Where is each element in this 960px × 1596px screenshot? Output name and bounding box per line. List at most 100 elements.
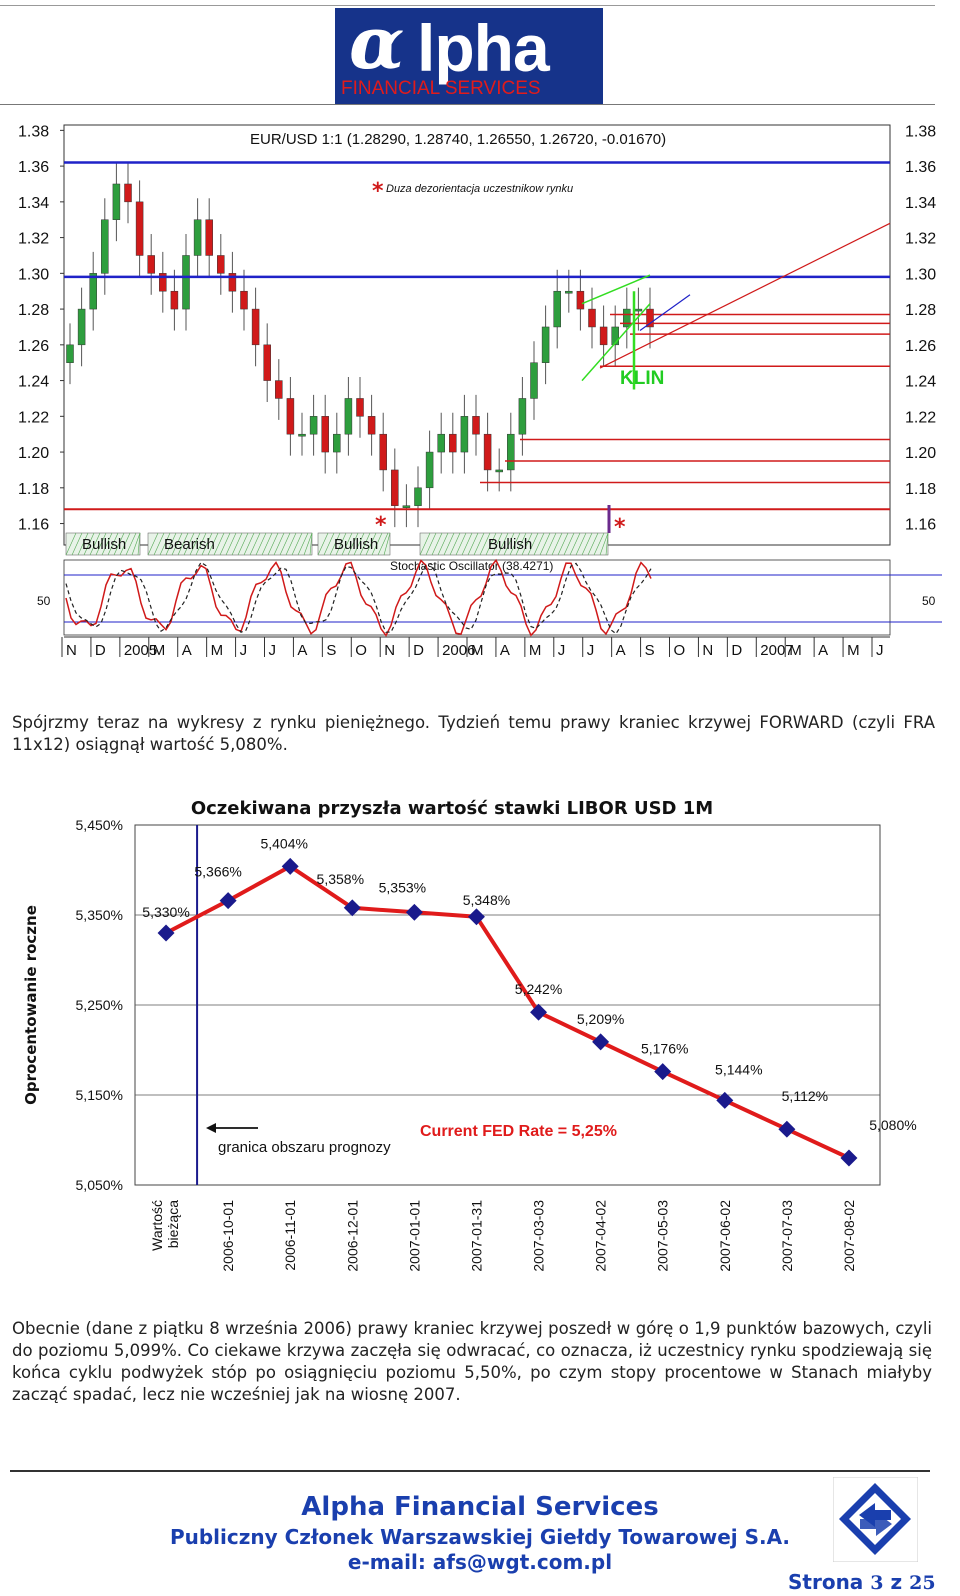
sentiment-hatch: [261, 532, 273, 556]
libor-x-label: 2007-01-01: [406, 1200, 422, 1272]
sentiment-hatch: [599, 532, 609, 556]
libor-x-label: 2007-07-03: [779, 1200, 795, 1272]
month-tick-label: M: [529, 642, 542, 659]
sentiment-hatch: [125, 532, 137, 556]
candle-body: [286, 398, 295, 435]
libor-data-label: 5,209%: [577, 1011, 624, 1027]
sentiment-hatch: [575, 532, 587, 556]
month-tick-label: A: [616, 642, 626, 659]
price-tick-right: 1.22: [905, 409, 936, 426]
sentiment-hatch: [137, 532, 141, 556]
sentiment-hatch: [527, 532, 539, 556]
page-current: 3: [870, 1572, 884, 1594]
candle-body: [588, 308, 596, 328]
month-tick-label: O: [355, 642, 367, 659]
candle-body: [182, 255, 190, 310]
page-sep: z: [890, 1570, 903, 1594]
candle-body: [483, 433, 492, 471]
candle-body: [414, 487, 422, 506]
libor-chart-svg: Oczekiwana przyszła wartość stawki LIBOR…: [22, 798, 917, 1272]
sentiment-hatch: [131, 532, 141, 556]
sentiment-hatch: [303, 532, 313, 556]
candle-body: [472, 416, 480, 435]
libor-data-label: 5,404%: [260, 835, 307, 851]
libor-data-label: 5,176%: [641, 1041, 688, 1057]
price-tick-left: 1.34: [18, 195, 49, 212]
sentiment-hatch: [539, 532, 551, 556]
sentiment-hatch: [249, 532, 261, 556]
sentiment-hatch: [491, 532, 503, 556]
sentiment-hatch: [443, 532, 455, 556]
sentiment-hatch: [515, 532, 527, 556]
price-tick-right: 1.28: [905, 302, 936, 319]
libor-data-label: 5,353%: [379, 879, 426, 895]
price-tick-right: 1.38: [905, 123, 936, 140]
sentiment-hatch: [353, 532, 365, 556]
libor-x-label: 2007-06-02: [717, 1200, 733, 1272]
price-panel: [63, 124, 891, 546]
sentiment-hatch: [497, 532, 509, 556]
osc-level-left: 50: [37, 594, 51, 608]
sentiment-hatch: [557, 532, 569, 556]
sentiment-hatch: [503, 532, 515, 556]
sentiment-hatch: [425, 532, 437, 556]
sentiment-hatch: [285, 532, 297, 556]
sentiment-hatch: [467, 532, 479, 556]
candle-body: [77, 308, 86, 346]
sentiment-hatch: [77, 532, 89, 556]
libor-x-label: 2007-04-02: [593, 1200, 609, 1272]
month-tick-label: M: [847, 642, 860, 659]
candle-body: [379, 433, 387, 471]
candle-body: [66, 344, 74, 363]
intro-paragraph: Spójrzmy teraz na wykresy z rynku pienię…: [12, 713, 935, 754]
candle-body: [344, 398, 353, 435]
libor-x-label: 2006-10-01: [220, 1200, 236, 1272]
month-tick-label: D: [95, 642, 106, 659]
sentiment-hatch: [119, 532, 131, 556]
candle-body: [576, 290, 585, 310]
sentiment-hatch: [335, 532, 347, 556]
sentiment-hatch: [521, 532, 533, 556]
price-tick-left: 1.22: [18, 409, 49, 426]
candle-body: [460, 416, 469, 453]
candle-body: [356, 398, 364, 417]
footer-email[interactable]: e-mail: afs@wgt.com.pl: [347, 1550, 613, 1574]
footer-rule: [10, 1470, 930, 1472]
candle-body: [437, 433, 445, 453]
month-tick-label: M: [153, 642, 166, 659]
candle-body: [309, 416, 318, 435]
sentiment-hatch: [107, 532, 119, 556]
stochastic-d: [65, 561, 652, 635]
sentiment-hatch: [371, 532, 383, 556]
candle-body: [530, 362, 538, 399]
month-tick-label: O: [674, 642, 686, 659]
price-tick-left: 1.32: [18, 231, 49, 248]
page-indicator: Strona 3 z 25: [788, 1570, 936, 1594]
sentiment-hatch: [165, 532, 177, 556]
sentiment-hatch: [225, 532, 237, 556]
candle-body: [193, 219, 202, 256]
libor-chart: Oczekiwana przyszła wartość stawki LIBOR…: [0, 790, 960, 1300]
candle-body: [553, 290, 561, 328]
month-tick-label: S: [645, 642, 655, 659]
price-tick-left: 1.20: [18, 445, 49, 462]
price-tick-right: 1.20: [905, 445, 936, 462]
sentiment-hatch: [317, 532, 329, 556]
sentiment-hatch: [219, 532, 231, 556]
candle-body: [333, 433, 341, 453]
price-tick-right: 1.30: [905, 266, 936, 283]
fed-rate-annotation: Current FED Rate = 5,25%: [420, 1123, 617, 1140]
sentiment-hatch: [195, 532, 207, 556]
libor-x-label: 2007-05-03: [655, 1200, 671, 1272]
libor-point: [654, 1063, 672, 1081]
candle-body: [321, 416, 329, 453]
libor-point: [716, 1091, 734, 1109]
sentiment-hatch: [533, 532, 545, 556]
candle-body: [623, 308, 631, 328]
price-tick-right: 1.26: [905, 338, 936, 355]
libor-x-label: 2006-12-01: [344, 1200, 360, 1272]
libor-data-label: 5,242%: [515, 981, 562, 997]
sentiment-hatch: [273, 532, 285, 556]
libor-x-label: 2006-11-01: [282, 1200, 298, 1271]
analysis-paragraph: Obecnie (dane z piątku 8 września 2006) …: [12, 1319, 932, 1404]
